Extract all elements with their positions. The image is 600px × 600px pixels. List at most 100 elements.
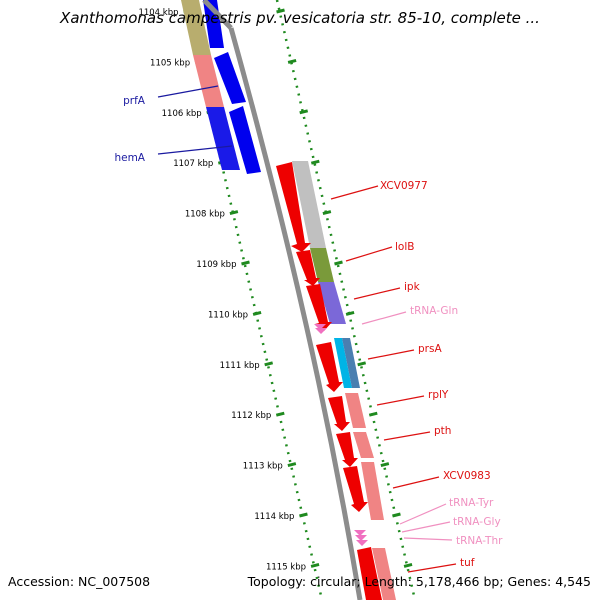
right-gene-labels: XCV0977 lolB ipk tRNA-Gln prsA rplY pth XCV0983… — [330, 180, 503, 573]
kbp-tick-label: 1108 kbp — [185, 210, 225, 220]
left-ruler-dots — [182, 0, 324, 600]
gene-label-leader — [345, 246, 393, 262]
gene-label-leader — [157, 85, 219, 98]
gene-label-leader — [330, 185, 379, 200]
red-gene-arrow — [276, 162, 311, 252]
gene-label-leader — [367, 349, 415, 360]
gene-label-leader — [399, 503, 447, 525]
kbp-tick-label: 1105 kbp — [150, 58, 190, 68]
blue-gene-arrow — [229, 106, 261, 174]
salmon-feature-bar — [372, 548, 396, 600]
right-ruler-tick — [287, 58, 297, 64]
kbp-tick-label: 1112 kbp — [231, 411, 271, 421]
pink-feature-bar — [193, 55, 224, 107]
right-ruler-tick — [392, 512, 401, 518]
red-gene-arrow — [336, 432, 358, 467]
red-gene-arrow — [343, 466, 368, 512]
kbp-tick-label: 1110 kbp — [208, 310, 248, 320]
gene-label-ipk: ipk — [404, 281, 421, 293]
gene-label-leader — [401, 521, 451, 533]
left-ruler-tick — [264, 361, 274, 367]
trna-marker — [356, 540, 368, 546]
trna-gln-marker — [315, 328, 327, 334]
gene-label-prfA: prfA — [123, 95, 146, 107]
left-gene-track — [181, 0, 261, 174]
trna-marker — [355, 535, 367, 541]
right-gene-track — [276, 161, 396, 600]
kbp-tick-label: 1107 kbp — [173, 159, 213, 169]
gray-feature-bar — [292, 161, 326, 248]
purple-feature-bar — [318, 282, 346, 324]
blue-feature-bar — [206, 107, 240, 170]
right-ruler-tick — [299, 109, 309, 115]
kbp-tick-label: 1104 kbp — [138, 8, 178, 18]
gene-label-trna-tyr: tRNA-Tyr — [449, 497, 494, 509]
red-gene-arrow — [316, 342, 343, 392]
gene-label-lolb: lolB — [395, 241, 414, 253]
kbp-tick-label: 1111 kbp — [220, 361, 260, 371]
backbone-upper — [202, 0, 233, 30]
right-ruler-dots — [275, 0, 417, 600]
right-ruler-tick — [357, 361, 367, 367]
right-ruler-tick — [334, 260, 343, 266]
kbp-tick-label: 1106 kbp — [162, 109, 202, 119]
olive-feature-bar — [310, 248, 334, 282]
genome-title: Xanthomonas campestris pv. vesicatoria s… — [60, 9, 540, 27]
right-ruler-tick — [310, 159, 320, 165]
gene-label-trna-gln: tRNA-Gln — [410, 305, 458, 317]
blue-gene-arrow — [214, 52, 246, 104]
topology-summary: Topology: circular; Length: 5,178,466 bp… — [247, 574, 591, 589]
left-ruler-tick — [241, 260, 250, 266]
kbp-tick-label: 1113 kbp — [243, 462, 283, 472]
gene-label-leader — [361, 311, 407, 325]
gene-label-trna-thr: tRNA-Thr — [456, 535, 503, 547]
trna-gln-marker — [314, 324, 326, 330]
gene-label-leader — [407, 563, 457, 573]
salmon-feature-bar — [353, 432, 374, 458]
cyan-feature-bar — [334, 338, 352, 388]
kbp-tick-label: 1114 kbp — [254, 512, 294, 522]
gene-label-pth: pth — [434, 425, 451, 437]
gene-label-tuf: tuf — [460, 557, 475, 569]
red-gene-arrow — [306, 284, 332, 331]
right-ruler-tick — [276, 8, 285, 14]
right-ruler-tick — [322, 210, 332, 216]
left-ruler-tick — [287, 462, 297, 468]
right-ruler-tick — [403, 562, 413, 568]
salmon-feature-bar — [361, 462, 384, 520]
red-gene-arrow — [296, 250, 320, 286]
red-gene-arrow — [328, 396, 350, 431]
gene-label-rply: rplY — [428, 389, 449, 401]
left-ruler-tick — [275, 411, 285, 417]
gene-label-xcv0983: XCV0983 — [443, 470, 491, 482]
left-ruler-tick — [310, 562, 320, 568]
right-ruler-tick — [368, 411, 378, 417]
right-ruler-tick — [345, 310, 355, 316]
gene-label-hemA: hemA — [114, 152, 145, 164]
gene-label-prsa: prsA — [418, 343, 442, 355]
accession-text: Accession: NC_007508 — [8, 574, 151, 589]
left-ruler-tick — [252, 310, 262, 316]
genome-backbone — [228, 27, 363, 600]
left-gene-labels: prfA hemA — [114, 85, 233, 164]
salmon-feature-bar — [345, 393, 366, 428]
right-ruler — [275, 0, 417, 600]
gene-label-xcv0977: XCV0977 — [380, 180, 428, 192]
gene-label-leader — [383, 431, 431, 441]
trna-marker — [354, 530, 366, 536]
gene-label-leader — [376, 395, 425, 406]
kbp-tick-labels: 1104 kbp 1105 kbp 1106 kbp 1107 kbp 1108 kbp… — [138, 8, 306, 572]
khaki-feature-bar — [181, 0, 211, 55]
gene-label-leader — [353, 287, 401, 300]
kbp-tick-label: 1109 kbp — [196, 260, 236, 270]
left-ruler-tick — [299, 512, 308, 518]
right-ruler-tick — [380, 462, 390, 468]
gene-label-leader — [157, 145, 233, 155]
gene-label-leader — [403, 537, 453, 541]
gene-label-leader — [392, 476, 440, 489]
left-ruler-tick — [229, 210, 239, 216]
kbp-tick-label: 1115 kbp — [266, 562, 306, 572]
steel-feature-bar — [342, 338, 360, 388]
gene-label-trna-gly: tRNA-Gly — [453, 516, 501, 528]
